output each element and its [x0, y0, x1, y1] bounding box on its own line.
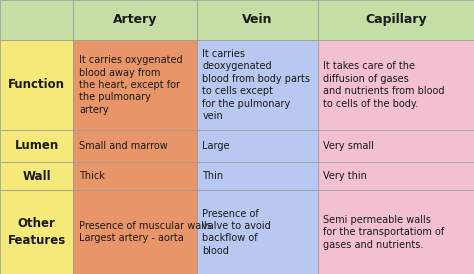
Bar [73, 130, 197, 162]
Text: Very thin: Very thin [323, 171, 367, 181]
Text: It carries oxygenated
blood away from
the heart, except for
the pulmonary
artery: It carries oxygenated blood away from th… [79, 55, 183, 115]
Bar [197, 190, 318, 274]
Text: Semi permeable walls
for the transportatiom of
gases and nutrients.: Semi permeable walls for the transportat… [323, 215, 445, 250]
Text: Small and marrow: Small and marrow [79, 141, 168, 151]
Text: Artery: Artery [113, 13, 157, 26]
Bar [73, 190, 197, 274]
Bar [197, 130, 318, 162]
Text: Presence of
valve to avoid
backflow of
blood: Presence of valve to avoid backflow of b… [202, 209, 271, 256]
Text: Function: Function [8, 78, 65, 92]
Text: Thin: Thin [202, 171, 224, 181]
Bar [0, 40, 73, 130]
Text: Other
Features: Other Features [8, 217, 66, 247]
Text: Wall: Wall [22, 170, 51, 182]
Text: Thick: Thick [79, 171, 105, 181]
Text: Lumen: Lumen [15, 139, 59, 152]
Bar [0, 190, 73, 274]
Text: Capillary: Capillary [365, 13, 427, 26]
Bar [318, 40, 474, 130]
Bar [73, 0, 197, 40]
Text: Large: Large [202, 141, 230, 151]
Bar [318, 0, 474, 40]
Bar [73, 40, 197, 130]
Bar [318, 190, 474, 274]
Bar [0, 162, 73, 190]
Bar [197, 0, 318, 40]
Text: Very small: Very small [323, 141, 374, 151]
Bar [318, 130, 474, 162]
Text: It carries
deoxygenated
blood from body parts
to cells except
for the pulmonary
: It carries deoxygenated blood from body … [202, 49, 310, 121]
Bar [0, 0, 73, 40]
Bar [197, 40, 318, 130]
Bar [197, 162, 318, 190]
Bar [73, 162, 197, 190]
Text: Presence of muscular walls
Largest artery - aorta: Presence of muscular walls Largest arter… [79, 221, 212, 243]
Bar [318, 162, 474, 190]
Text: Vein: Vein [242, 13, 273, 26]
Bar [0, 130, 73, 162]
Text: It takes care of the
diffusion of gases
and nutrients from blood
to cells of the: It takes care of the diffusion of gases … [323, 61, 445, 109]
